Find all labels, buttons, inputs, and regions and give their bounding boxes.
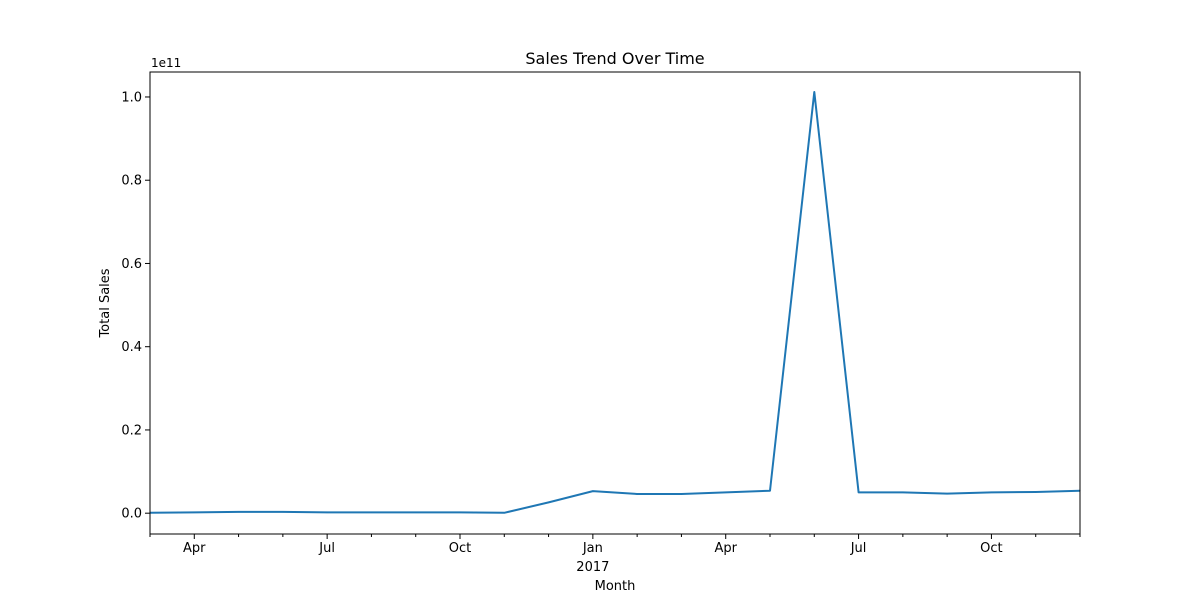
- data-point: [592, 490, 594, 492]
- y-tick-label: 0.8: [121, 174, 142, 189]
- x-tick-label: Apr: [183, 541, 206, 556]
- data-point: [990, 491, 993, 493]
- x-tick-label: Oct: [980, 541, 1002, 556]
- x-tick-label: Apr: [714, 541, 737, 556]
- data-point: [238, 511, 240, 513]
- y-tick-label: 0.0: [121, 507, 142, 522]
- data-point: [725, 491, 727, 493]
- data-point: [503, 512, 505, 514]
- x-tick-year-label: 2017: [576, 560, 609, 575]
- y-axis-label: Total Sales: [98, 268, 113, 338]
- y-tick-label: 0.6: [121, 257, 142, 272]
- x-axis-label: Month: [595, 579, 636, 594]
- series-line: [149, 91, 1081, 514]
- data-point: [680, 493, 683, 495]
- y-tick-label: 1.0: [121, 90, 142, 105]
- data-point: [415, 511, 417, 513]
- data-point: [636, 493, 638, 495]
- plot-area: 0.0 0.2 0.4 0.6 0.8 1.0 Apr Jul Oct Jan 2017 Apr Jul…: [121, 71, 1081, 575]
- x-tick-label: Jul: [850, 541, 867, 556]
- axes-frame: [149, 71, 1081, 535]
- chart-title: Sales Trend Over Time: [525, 49, 704, 68]
- data-point: [326, 511, 328, 513]
- x-tick-label: Jul: [318, 541, 335, 556]
- data-point: [946, 493, 948, 495]
- y-offset-text: 1e11: [151, 56, 181, 70]
- data-point: [769, 490, 771, 492]
- data-point: [813, 91, 815, 93]
- data-point: [459, 511, 461, 513]
- y-tick-label: 0.4: [121, 340, 142, 355]
- data-point: [370, 511, 372, 513]
- data-point: [1035, 491, 1037, 493]
- x-tick-label: Oct: [449, 541, 471, 556]
- data-point: [282, 511, 284, 513]
- x-tick-label: Jan: [582, 541, 603, 556]
- y-tick-label: 0.2: [121, 423, 142, 438]
- data-point: [858, 491, 860, 493]
- data-point: [902, 491, 904, 493]
- data-point: [193, 511, 195, 513]
- data-point: [548, 501, 550, 503]
